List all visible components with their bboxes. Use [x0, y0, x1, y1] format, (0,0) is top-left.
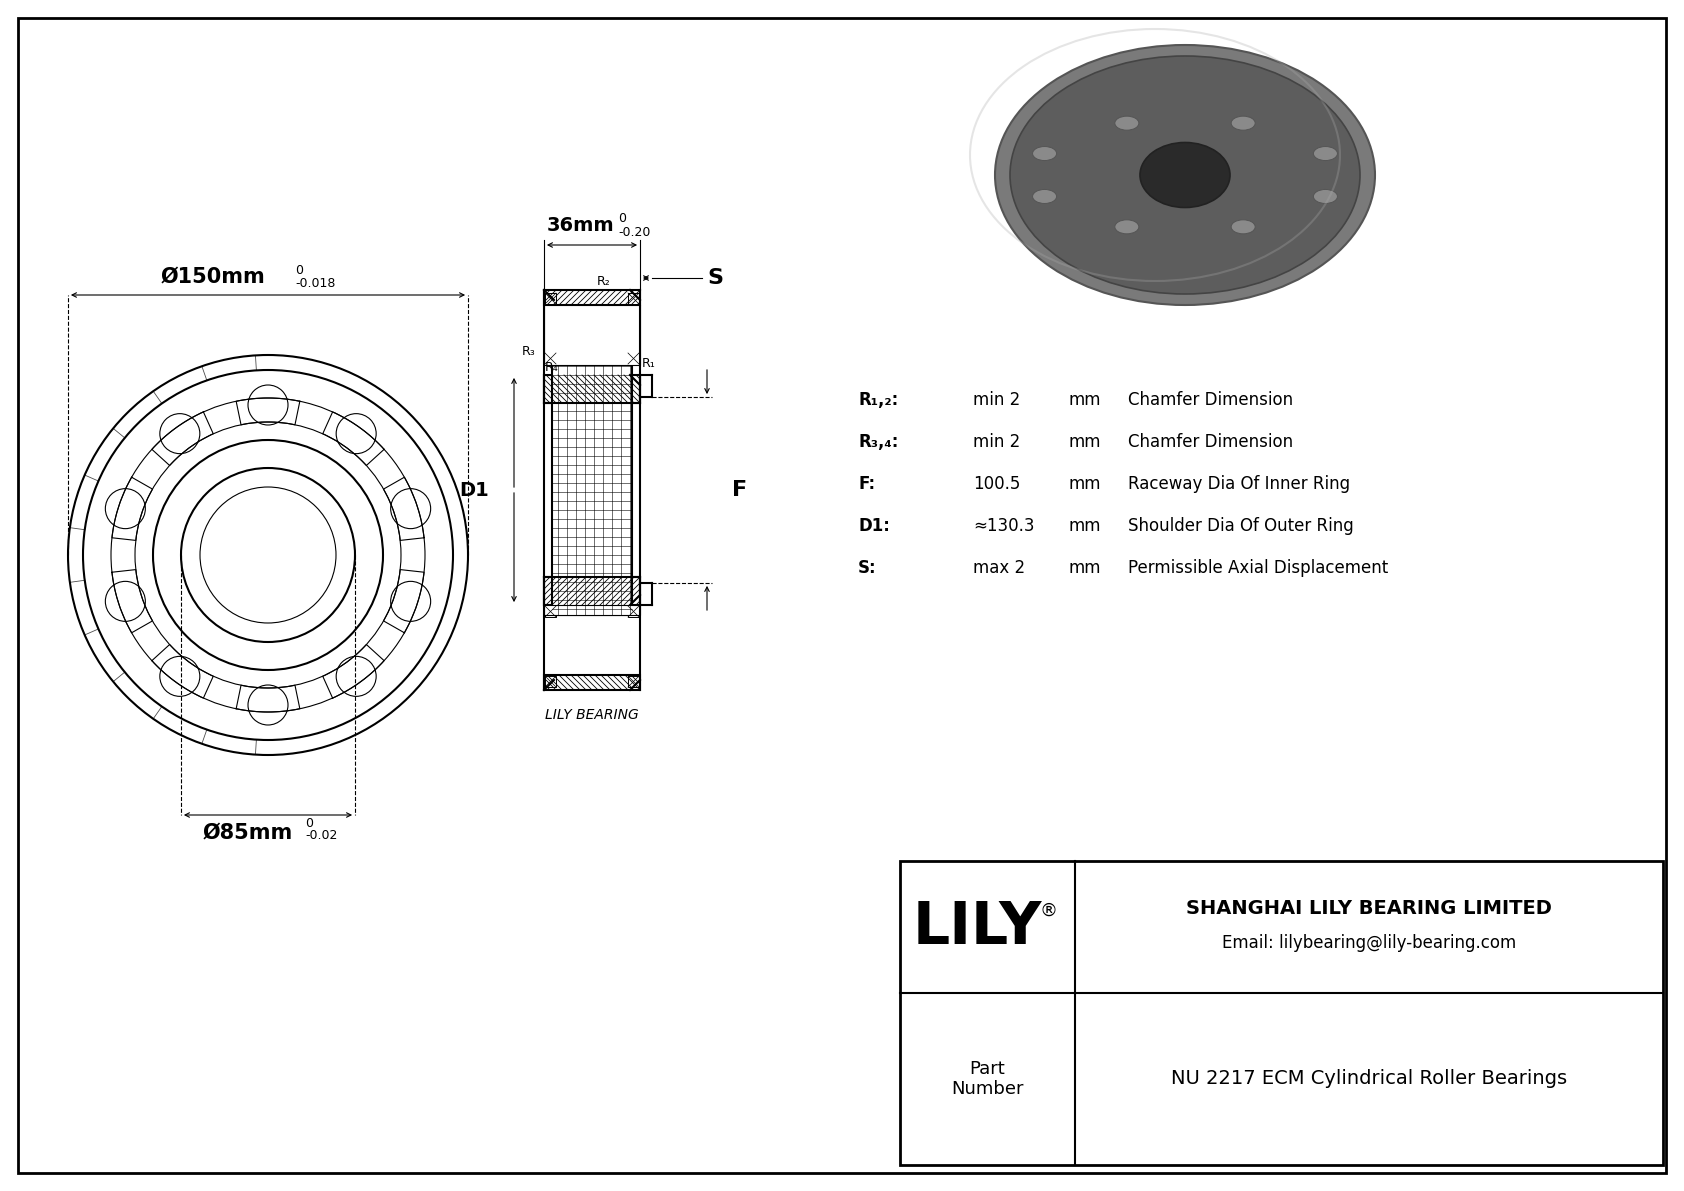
Text: 0: 0: [295, 264, 303, 278]
Text: Chamfer Dimension: Chamfer Dimension: [1128, 391, 1293, 409]
Bar: [546, 353, 556, 364]
Text: Shoulder Dia Of Outer Ring: Shoulder Dia Of Outer Ring: [1128, 517, 1354, 535]
Text: mm: mm: [1068, 391, 1101, 409]
Text: 0: 0: [618, 212, 626, 225]
Text: R₁,₂:: R₁,₂:: [859, 391, 898, 409]
Bar: [546, 293, 556, 304]
Bar: [544, 605, 640, 615]
Ellipse shape: [1314, 146, 1337, 161]
Ellipse shape: [1140, 143, 1229, 207]
Ellipse shape: [1231, 117, 1255, 130]
Text: Part
Number: Part Number: [951, 1060, 1024, 1098]
Text: -0.018: -0.018: [295, 278, 335, 289]
Bar: [899, 861, 1664, 1165]
Ellipse shape: [1314, 189, 1337, 204]
Ellipse shape: [995, 45, 1376, 305]
Text: R₂: R₂: [598, 275, 611, 288]
Bar: [546, 606, 556, 617]
Text: Ø85mm: Ø85mm: [202, 823, 293, 843]
Text: 100.5: 100.5: [973, 475, 1021, 493]
Ellipse shape: [1010, 56, 1361, 294]
Ellipse shape: [1115, 117, 1138, 130]
Ellipse shape: [1032, 189, 1056, 204]
Text: 0: 0: [305, 817, 313, 830]
Text: 36mm: 36mm: [546, 216, 613, 235]
Text: S:: S:: [859, 559, 877, 576]
Text: D1: D1: [460, 480, 488, 499]
Text: Permissible Axial Displacement: Permissible Axial Displacement: [1128, 559, 1388, 576]
Text: R₁: R₁: [642, 357, 655, 370]
Bar: [552, 364, 632, 615]
Bar: [544, 289, 640, 305]
Bar: [544, 675, 640, 690]
Text: Raceway Dia Of Inner Ring: Raceway Dia Of Inner Ring: [1128, 475, 1351, 493]
Text: Ø150mm: Ø150mm: [160, 267, 266, 287]
Text: SHANGHAI LILY BEARING LIMITED: SHANGHAI LILY BEARING LIMITED: [1186, 899, 1553, 918]
Bar: [628, 676, 638, 687]
Text: LILY: LILY: [913, 898, 1042, 955]
Text: ®: ®: [1039, 902, 1058, 919]
Bar: [628, 353, 638, 364]
Bar: [628, 293, 638, 304]
Text: max 2: max 2: [973, 559, 1026, 576]
Text: LILY BEARING: LILY BEARING: [546, 707, 638, 722]
Text: -0.20: -0.20: [618, 226, 650, 239]
Text: min 2: min 2: [973, 391, 1021, 409]
Text: F: F: [733, 480, 748, 500]
Text: mm: mm: [1068, 517, 1101, 535]
Ellipse shape: [1115, 220, 1138, 233]
Bar: [546, 676, 556, 687]
Text: Email: lilybearing@lily-bearing.com: Email: lilybearing@lily-bearing.com: [1223, 934, 1516, 952]
Text: ≈130.3: ≈130.3: [973, 517, 1034, 535]
Text: mm: mm: [1068, 559, 1101, 576]
Text: NU 2217 ECM Cylindrical Roller Bearings: NU 2217 ECM Cylindrical Roller Bearings: [1170, 1070, 1568, 1089]
Ellipse shape: [1032, 146, 1056, 161]
Text: D1:: D1:: [859, 517, 889, 535]
Text: min 2: min 2: [973, 434, 1021, 451]
Text: -0.02: -0.02: [305, 829, 337, 842]
Bar: [628, 606, 638, 617]
Text: S: S: [707, 268, 722, 288]
Text: mm: mm: [1068, 434, 1101, 451]
Text: R₃: R₃: [522, 345, 536, 358]
Bar: [544, 375, 640, 403]
Text: Chamfer Dimension: Chamfer Dimension: [1128, 434, 1293, 451]
Text: R₃,₄:: R₃,₄:: [859, 434, 898, 451]
Bar: [544, 576, 640, 605]
Bar: [544, 305, 640, 364]
Ellipse shape: [1231, 220, 1255, 233]
Text: R₄: R₄: [546, 361, 559, 374]
Text: F:: F:: [859, 475, 876, 493]
Text: mm: mm: [1068, 475, 1101, 493]
